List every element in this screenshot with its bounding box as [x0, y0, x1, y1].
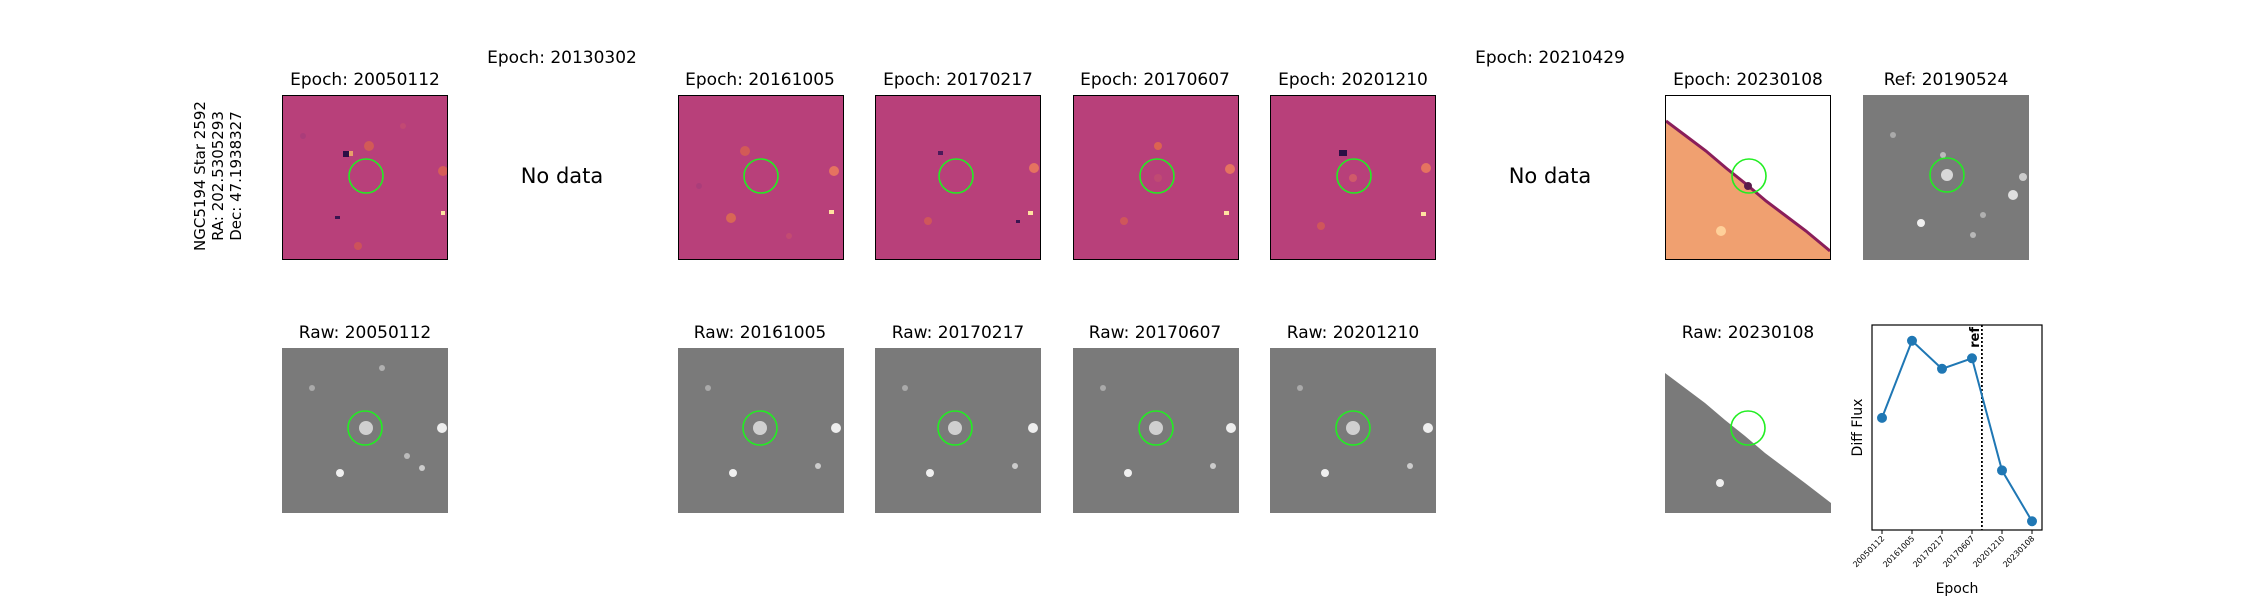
diff-image-20201210: [1270, 95, 1436, 260]
raw-title-6: Raw: 20201210: [1286, 323, 1420, 343]
star-name: NGC5194 Star 2592: [191, 101, 209, 251]
raw-title-4: Raw: 20170217: [891, 323, 1025, 343]
x-axis-label: Epoch: [1936, 581, 1979, 597]
raw-image-20230108: [1665, 348, 1831, 513]
chart-axes-frame: [1871, 324, 2043, 531]
ref-image-20190524: [1863, 95, 2029, 260]
diff-title-2: Epoch: 20130302: [487, 48, 637, 68]
raw-image-20050112: [282, 348, 448, 513]
raw-image-20170607: [1073, 348, 1239, 513]
raw-image-20201210: [1270, 348, 1436, 513]
y-axis-label: Diff Flux: [1850, 399, 1866, 457]
diff-flux-chart: ref 20050112 20161005 20170217 20170607 20201…: [1830, 315, 2070, 600]
diff-title-5: Epoch: 20170607: [1080, 70, 1230, 90]
series-line: [1881, 339, 2033, 522]
raw-title-3: Raw: 20161005: [693, 323, 827, 343]
ref-title: Ref: 20190524: [1883, 70, 2009, 90]
diff-image-20170217: [875, 95, 1041, 260]
diff-title-6: Epoch: 20201210: [1278, 70, 1428, 90]
data-point: [1907, 335, 1917, 346]
diff-title-4: Epoch: 20170217: [883, 70, 1033, 90]
raw-title-1: Raw: 20050112: [298, 323, 432, 343]
raw-image-20161005: [678, 348, 844, 513]
diff-image-20161005: [678, 95, 844, 260]
no-data-2: No data: [520, 164, 604, 188]
star-ra: RA: 202.5305293: [209, 111, 227, 241]
data-point: [2027, 516, 2037, 527]
star-dec: Dec: 47.1938327: [227, 111, 245, 241]
no-data-7: No data: [1508, 164, 1592, 188]
raw-title-8: Raw: 20230108: [1681, 323, 1815, 343]
data-point: [1997, 465, 2007, 476]
diff-flux-chart-svg: ref2005011220161005201702172017060720201…: [1850, 324, 2043, 597]
data-point: [1877, 412, 1887, 423]
diff-image-20230108: [1665, 95, 1831, 260]
data-point: [1937, 363, 1947, 374]
reference-line-label: ref: [1968, 327, 1983, 348]
x-tick-label: 20230108: [2001, 534, 2036, 569]
diff-title-7: Epoch: 20210429: [1475, 48, 1625, 68]
diff-image-20170607: [1073, 95, 1239, 260]
raw-title-5: Raw: 20170607: [1088, 323, 1222, 343]
data-point: [1967, 353, 1977, 364]
raw-image-20170217: [875, 348, 1041, 513]
diff-title-3: Epoch: 20161005: [685, 70, 835, 90]
diff-image-20050112: [282, 95, 448, 260]
diff-title-8: Epoch: 20230108: [1673, 70, 1823, 90]
star-info-label: NGC5194 Star 2592 RA: 202.5305293 Dec: 4…: [191, 86, 245, 266]
diff-title-1: Epoch: 20050112: [290, 70, 440, 90]
